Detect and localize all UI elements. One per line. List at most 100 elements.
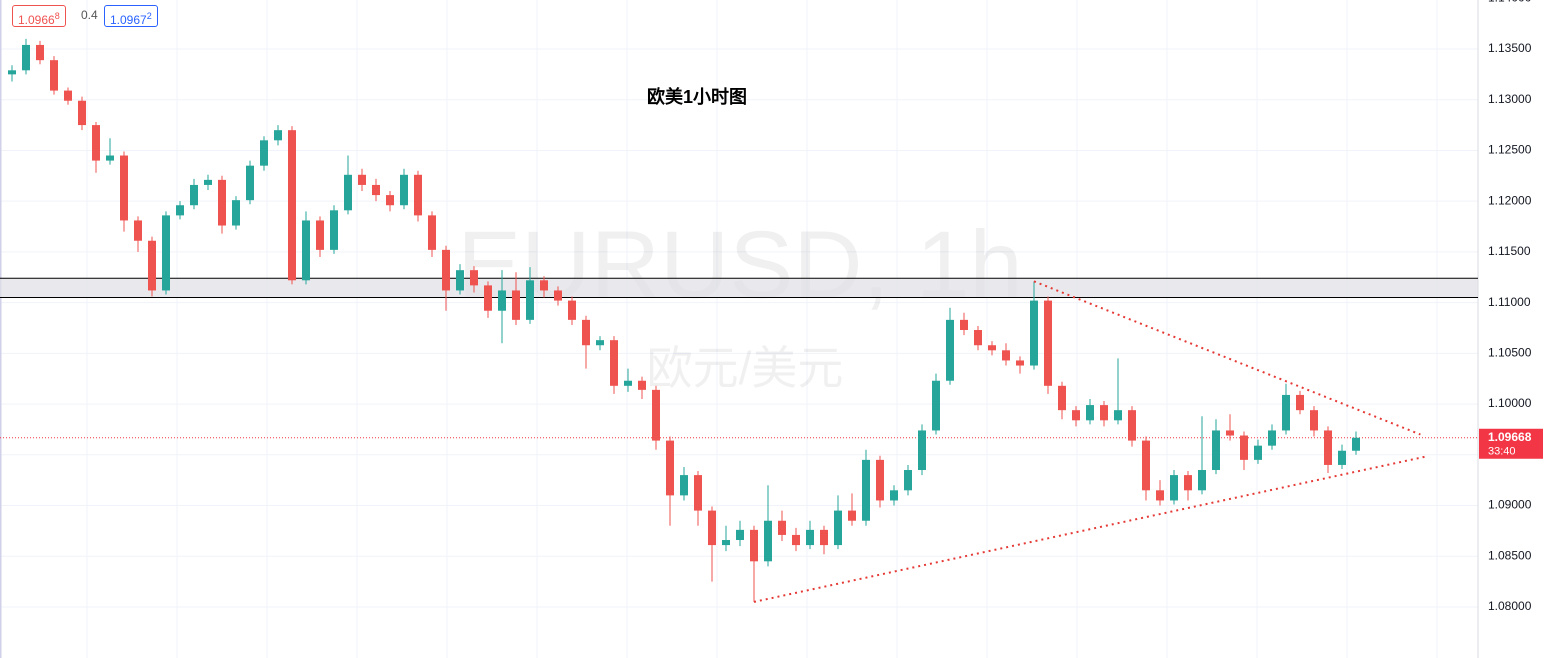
candle-body (456, 270, 464, 291)
candle-body (666, 440, 674, 496)
y-tick-label: 1.10500 (1488, 346, 1532, 360)
zone (0, 278, 1478, 298)
candle-body (1156, 490, 1164, 501)
candle-body (624, 380, 632, 386)
candle-body (260, 140, 268, 166)
chart-title: 欧美1小时图 (647, 86, 747, 107)
candle-body (1072, 410, 1080, 421)
candle-body (554, 290, 562, 301)
candle-body (792, 534, 800, 546)
candle-body (1352, 437, 1360, 451)
candle-body (470, 270, 478, 286)
buy-price-main: 1.0967 (110, 13, 147, 27)
candle-body (568, 300, 576, 320)
candle-body (386, 195, 394, 206)
sell-price-main: 1.0966 (18, 13, 55, 27)
y-tick-label: 1.08500 (1488, 548, 1532, 562)
trend-line (753, 455, 1425, 603)
candle-body (302, 220, 310, 281)
spread: 0.4 (81, 8, 98, 22)
candle-body (414, 174, 422, 216)
candle-body (1296, 394, 1304, 411)
candle-body (1016, 360, 1024, 366)
y-tick-label: 1.12000 (1488, 193, 1532, 207)
y-tick-label: 1.09000 (1488, 498, 1532, 512)
candle-body (428, 215, 436, 250)
candle-body (484, 285, 492, 311)
candle-body (36, 44, 44, 61)
candle-body (1226, 430, 1234, 436)
candle-body (1086, 405, 1094, 421)
candle-body (358, 174, 366, 185)
last-price-tag (1479, 428, 1543, 459)
candle-body (498, 290, 506, 311)
candle-body (246, 165, 254, 201)
y-tick-label: 1.14000 (1488, 0, 1532, 4)
y-tick-label: 1.11000 (1488, 295, 1531, 309)
candle-body (764, 520, 772, 562)
candle-body (1240, 435, 1248, 460)
candle-body (988, 345, 996, 351)
watermark: EURUSD, 1h (457, 211, 1023, 318)
candle-body (1142, 440, 1150, 491)
candle-body (288, 130, 296, 281)
candle-body (218, 179, 226, 226)
candle-body (834, 510, 842, 546)
candle-body (1310, 410, 1318, 431)
candle-body (582, 319, 590, 346)
candle-body (708, 510, 716, 546)
candle-body (596, 340, 604, 346)
candle-body (1100, 405, 1108, 421)
candle-body (148, 240, 156, 291)
candle-body (8, 70, 16, 75)
candle-body (652, 389, 660, 441)
y-tick-label: 1.11500 (1488, 244, 1531, 258)
candle-body (974, 330, 982, 346)
candle-body (78, 100, 86, 126)
candle-body (540, 280, 548, 291)
last-price-label: 1.09668 (1488, 430, 1532, 444)
candle-body (176, 205, 184, 216)
candle-body (736, 529, 744, 541)
candle-body (750, 529, 758, 562)
candle-body (1114, 410, 1122, 421)
y-tick-label: 1.08000 (1488, 599, 1532, 613)
candle-body (904, 470, 912, 491)
candle-body (190, 184, 198, 206)
candle-body (694, 475, 702, 511)
candle-body (512, 290, 520, 320)
candle-body (106, 155, 114, 161)
sell-price[interactable]: 1.09668 (12, 5, 66, 27)
candle-body (92, 125, 100, 161)
candle-body (1128, 410, 1136, 441)
buy-price-fraction: 2 (146, 11, 152, 21)
candle-body (820, 529, 828, 546)
y-tick-label: 1.12500 (1488, 143, 1532, 157)
candle-body (204, 179, 212, 185)
candle-body (638, 380, 646, 390)
candle-body (442, 249, 450, 291)
buy-price[interactable]: 1.09672 (104, 5, 158, 27)
candle-body (1030, 300, 1038, 366)
candle-body (1002, 350, 1010, 361)
y-tick-label: 1.10000 (1488, 396, 1532, 410)
candle-body (372, 184, 380, 196)
candle-body (862, 459, 870, 521)
candle-body (120, 155, 128, 221)
candle-body (316, 220, 324, 250)
sell-price-fraction: 8 (54, 11, 60, 21)
candle-body (526, 280, 534, 320)
candle-body (932, 380, 940, 431)
candle-body (232, 200, 240, 226)
watermark-subtitle: 欧元/美元 (647, 342, 844, 394)
candle-body (400, 174, 408, 206)
candle-body (848, 510, 856, 521)
candle-body (162, 215, 170, 291)
candle-body (722, 540, 730, 546)
candle-body (890, 490, 898, 501)
candle-body (1324, 430, 1332, 465)
candle-body (22, 44, 30, 71)
candle-body (1198, 470, 1206, 491)
candle-body (610, 340, 618, 386)
candle-body (1282, 394, 1290, 431)
